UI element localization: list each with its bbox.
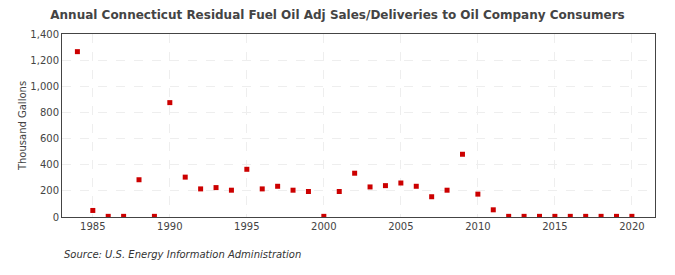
svg-text:2015: 2015 (542, 221, 567, 232)
svg-text:2000: 2000 (311, 221, 336, 232)
svg-text:1,400: 1,400 (30, 29, 59, 40)
svg-text:600: 600 (40, 133, 59, 144)
svg-text:1,000: 1,000 (30, 81, 59, 92)
svg-text:400: 400 (40, 159, 59, 170)
svg-text:0: 0 (53, 212, 59, 223)
svg-text:1995: 1995 (234, 221, 259, 232)
svg-text:2005: 2005 (388, 221, 413, 232)
svg-text:2020: 2020 (619, 221, 644, 232)
svg-text:1985: 1985 (80, 221, 105, 232)
svg-text:Annual Connecticut Residual Fu: Annual Connecticut Residual Fuel Oil Adj… (50, 8, 624, 22)
svg-text:Thousand Gallons: Thousand Gallons (17, 81, 28, 171)
svg-text:200: 200 (40, 185, 59, 196)
svg-text:Source: U.S. Energy Informatio: Source: U.S. Energy Information Administ… (64, 249, 301, 260)
svg-text:2010: 2010 (465, 221, 490, 232)
svg-text:1990: 1990 (157, 221, 182, 232)
svg-text:1,200: 1,200 (30, 55, 59, 66)
svg-text:800: 800 (40, 107, 59, 118)
